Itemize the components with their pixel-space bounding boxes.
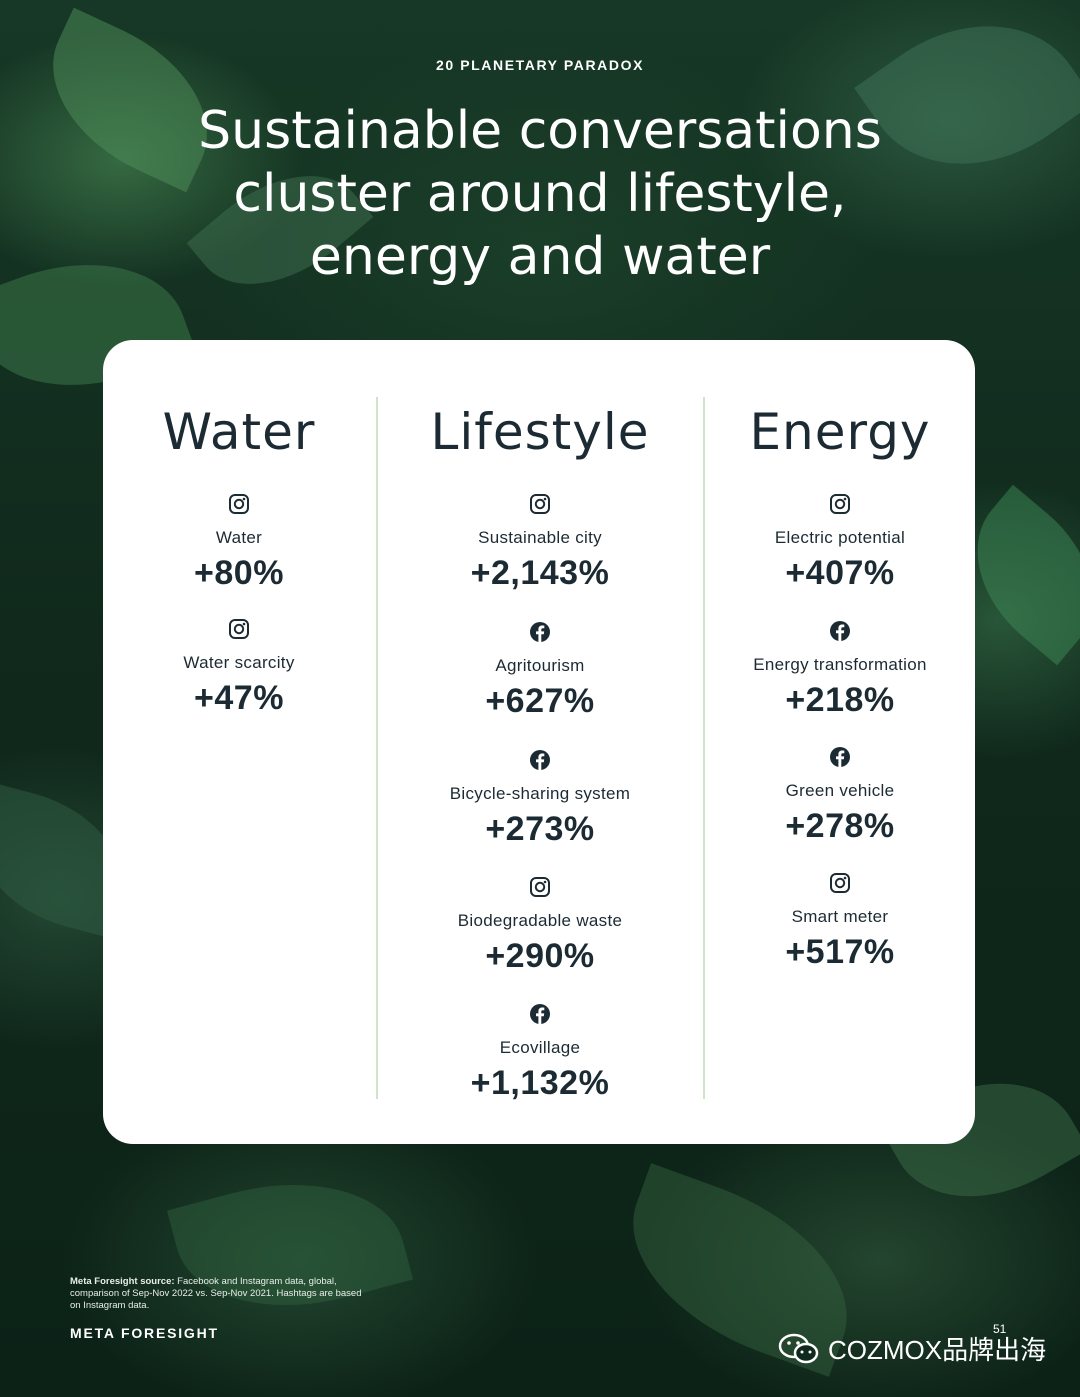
topic-label: Agritourism [495,656,585,675]
column-title: Lifestyle [430,403,650,461]
topic-growth: +2,143% [470,554,610,592]
topic-growth: +278% [785,807,895,845]
facebook-icon [529,1003,551,1025]
topics-card: Water Water +80% Water scarcity +47% Lif… [103,340,975,1144]
topic-label: Biodegradable waste [457,911,623,930]
topic-growth: +47% [194,679,284,717]
topic-label: Ecovillage [499,1038,581,1057]
topic-item: Agritourism +627% [377,621,703,721]
topic-label: Electric potential [774,528,906,547]
instagram-icon [529,876,551,898]
facebook-icon [529,749,551,771]
facebook-icon [829,746,851,768]
column-title: Energy [749,403,931,461]
lifestyle-column: Lifestyle Sustainable city +2,143% Agrit… [377,340,703,1144]
topic-growth: +1,132% [470,1064,610,1102]
topic-item: Bicycle-sharing system +273% [377,749,703,849]
topic-item: Ecovillage +1,132% [377,1003,703,1103]
source-note: Meta Foresight source: Facebook and Inst… [70,1276,370,1312]
topic-growth: +517% [785,933,895,971]
topic-label: Energy transformation [753,655,927,674]
instagram-icon [829,493,851,515]
instagram-icon [228,493,250,515]
section-label: 20 PLANETARY PARADOX [435,57,645,73]
instagram-icon [228,618,250,640]
topic-growth: +407% [785,554,895,592]
topic-item: Sustainable city +2,143% [377,493,703,593]
topic-item: Water +80% [103,493,375,593]
topic-label: Bicycle-sharing system [449,784,631,803]
instagram-icon [829,872,851,894]
topic-label: Water scarcity [183,653,295,672]
topic-label: Smart meter [791,907,889,926]
topic-item: Electric potential +407% [705,493,975,593]
topic-item: Green vehicle +278% [705,746,975,846]
headline-line: energy and water [309,227,771,287]
headline-line: Sustainable conversations [198,101,882,161]
brand-label: META FORESIGHT [70,1325,219,1341]
topic-label: Water [215,528,263,547]
topic-item: Water scarcity +47% [103,618,375,718]
page-number: 51 [993,1322,1007,1336]
topic-label: Green vehicle [785,781,895,800]
topic-growth: +290% [485,937,595,975]
watermark: COZMOX品牌出海 [778,1330,1046,1367]
source-label: Meta Foresight source: [70,1276,175,1287]
instagram-icon [529,493,551,515]
facebook-icon [529,621,551,643]
water-column: Water Water +80% Water scarcity +47% [103,340,375,1144]
page-headline: Sustainable conversations cluster around… [140,100,940,289]
source-text: Facebook and Instagram data, global, com… [70,1276,362,1311]
topic-item: Smart meter +517% [705,872,975,972]
watermark-text: COZMOX品牌出海 [828,1335,1047,1365]
facebook-icon [829,620,851,642]
topic-item: Biodegradable waste +290% [377,876,703,976]
column-divider [376,397,378,1099]
column-divider [703,397,705,1099]
topic-growth: +273% [485,810,595,848]
column-title: Water [162,403,316,461]
topic-growth: +627% [485,682,595,720]
topic-label: Sustainable city [478,528,602,547]
headline-line: cluster around lifestyle, [233,164,847,224]
energy-column: Energy Electric potential +407% Energy t… [705,340,975,1144]
wechat-icon [778,1333,819,1363]
topic-growth: +80% [194,554,284,592]
topic-item: Energy transformation +218% [705,620,975,720]
topic-growth: +218% [785,681,895,719]
